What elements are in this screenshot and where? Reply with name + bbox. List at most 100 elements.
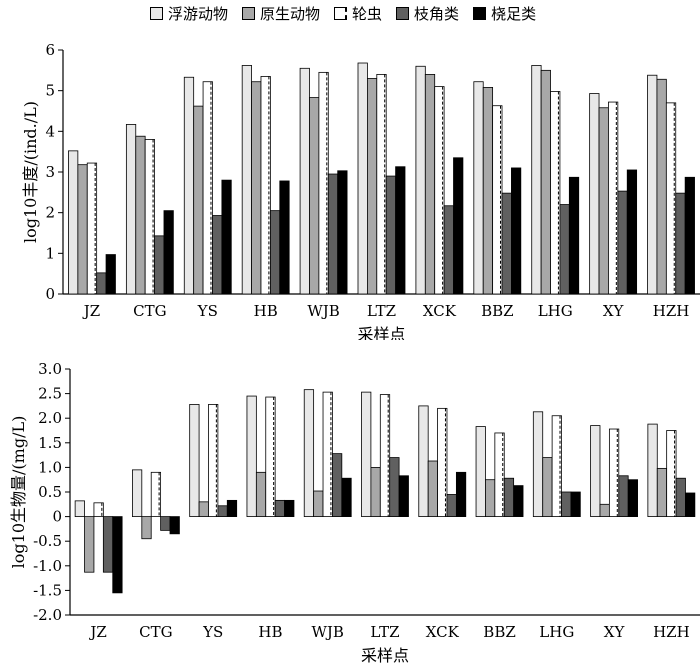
bar bbox=[361, 391, 372, 517]
bar bbox=[202, 81, 213, 295]
bar bbox=[193, 105, 204, 295]
bar bbox=[475, 426, 486, 518]
x-tick-label: LTZ bbox=[370, 623, 399, 641]
y-tick-label: 2 bbox=[45, 204, 55, 222]
bar bbox=[618, 475, 629, 517]
bar bbox=[341, 477, 352, 517]
legend-label: 原生动物 bbox=[260, 4, 321, 23]
bar bbox=[446, 494, 457, 518]
bar bbox=[251, 81, 262, 295]
bar bbox=[453, 157, 464, 295]
bar bbox=[455, 471, 467, 518]
bar bbox=[437, 407, 448, 517]
y-axis-label: log10丰度/(ind./L) bbox=[21, 101, 40, 243]
legend-item: 桡足类 bbox=[473, 3, 536, 24]
y-tick-label: 1.5 bbox=[38, 434, 62, 452]
x-axis-label: 采样点 bbox=[357, 325, 405, 340]
bar bbox=[208, 404, 219, 518]
bar bbox=[617, 190, 628, 295]
bar bbox=[599, 503, 610, 518]
x-tick-label: XY bbox=[604, 623, 626, 641]
legend-label: 轮虫 bbox=[352, 4, 383, 23]
bar bbox=[511, 167, 522, 295]
bar bbox=[666, 430, 677, 517]
bar bbox=[482, 87, 494, 295]
y-tick-label: 6 bbox=[45, 41, 55, 59]
bar bbox=[501, 192, 512, 295]
bar bbox=[160, 516, 171, 531]
bar bbox=[299, 67, 310, 295]
bar bbox=[503, 477, 515, 517]
bar bbox=[313, 490, 324, 518]
bar bbox=[608, 428, 620, 517]
bar bbox=[212, 215, 223, 295]
x-tick-label: YS bbox=[197, 302, 218, 320]
bar bbox=[370, 467, 381, 518]
bar bbox=[627, 479, 638, 517]
bar bbox=[675, 477, 686, 517]
bar bbox=[389, 457, 400, 517]
bar bbox=[568, 176, 580, 295]
bar bbox=[189, 404, 200, 518]
bar bbox=[226, 499, 238, 517]
bar bbox=[135, 135, 146, 295]
bar bbox=[255, 471, 267, 518]
bar bbox=[279, 180, 290, 295]
legend: 浮游动物 原生动物 轮虫 枝角类 桡足类 bbox=[150, 2, 700, 24]
bar bbox=[684, 176, 695, 295]
y-tick-label: -2.0 bbox=[33, 606, 62, 624]
bar bbox=[427, 460, 438, 517]
bar bbox=[217, 505, 228, 518]
x-tick-label: LHG bbox=[539, 623, 574, 641]
bar bbox=[309, 97, 320, 295]
bar bbox=[198, 501, 209, 517]
bar bbox=[379, 394, 391, 517]
bar bbox=[424, 74, 436, 295]
bar bbox=[395, 166, 406, 295]
x-tick-label: HB bbox=[254, 302, 278, 320]
bar bbox=[327, 173, 339, 295]
y-tick-label: 0 bbox=[45, 285, 55, 303]
legend-item: 浮游动物 bbox=[150, 3, 228, 24]
bar bbox=[398, 475, 409, 517]
bar bbox=[647, 423, 658, 517]
bar bbox=[513, 485, 524, 518]
bar bbox=[84, 516, 95, 573]
bar bbox=[265, 396, 276, 517]
bar bbox=[105, 254, 116, 295]
legend-item: 原生动物 bbox=[242, 3, 320, 24]
x-tick-label: HZH bbox=[653, 623, 690, 641]
bar bbox=[284, 499, 295, 517]
x-tick-label: CTG bbox=[133, 302, 166, 320]
abundance-chart: 0 1 2 3 4 5 6 JZ CTG YS HB WJB LTZ XCK BBZ LHG XY HZH 采样点 l… bbox=[21, 41, 700, 340]
y-tick-label: 2.5 bbox=[38, 385, 62, 403]
y-tick-label: 1.0 bbox=[38, 458, 62, 476]
bar bbox=[656, 78, 667, 295]
x-tick-label: WJB bbox=[307, 302, 339, 320]
x-tick-label: YS bbox=[202, 623, 223, 641]
y-tick-label: 0.5 bbox=[38, 483, 62, 501]
bar bbox=[260, 76, 271, 295]
y-tick-label: 3 bbox=[45, 163, 55, 181]
y-tick-label: -0.5 bbox=[33, 532, 62, 550]
bar bbox=[183, 76, 195, 295]
bar bbox=[68, 150, 79, 295]
x-tick-label: CTG bbox=[139, 623, 172, 641]
x-axis-label: 采样点 bbox=[361, 646, 409, 665]
y-tick-label: 3.0 bbox=[38, 360, 62, 378]
bar bbox=[598, 107, 609, 295]
bar bbox=[656, 467, 668, 518]
bar bbox=[540, 69, 551, 295]
bar bbox=[675, 192, 686, 295]
legend-swatch bbox=[242, 6, 256, 20]
legend-item: 轮虫 bbox=[334, 3, 382, 24]
bar bbox=[626, 169, 638, 295]
bar bbox=[531, 65, 542, 295]
bar bbox=[132, 469, 143, 518]
bar bbox=[561, 491, 572, 518]
bar bbox=[366, 78, 378, 295]
bar bbox=[141, 516, 152, 540]
bar bbox=[357, 62, 368, 295]
bar bbox=[96, 272, 107, 295]
bar bbox=[647, 74, 658, 295]
